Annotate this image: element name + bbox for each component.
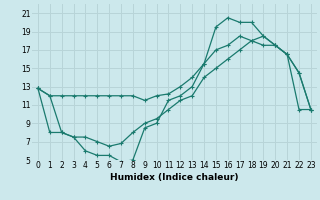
X-axis label: Humidex (Indice chaleur): Humidex (Indice chaleur)	[110, 173, 239, 182]
